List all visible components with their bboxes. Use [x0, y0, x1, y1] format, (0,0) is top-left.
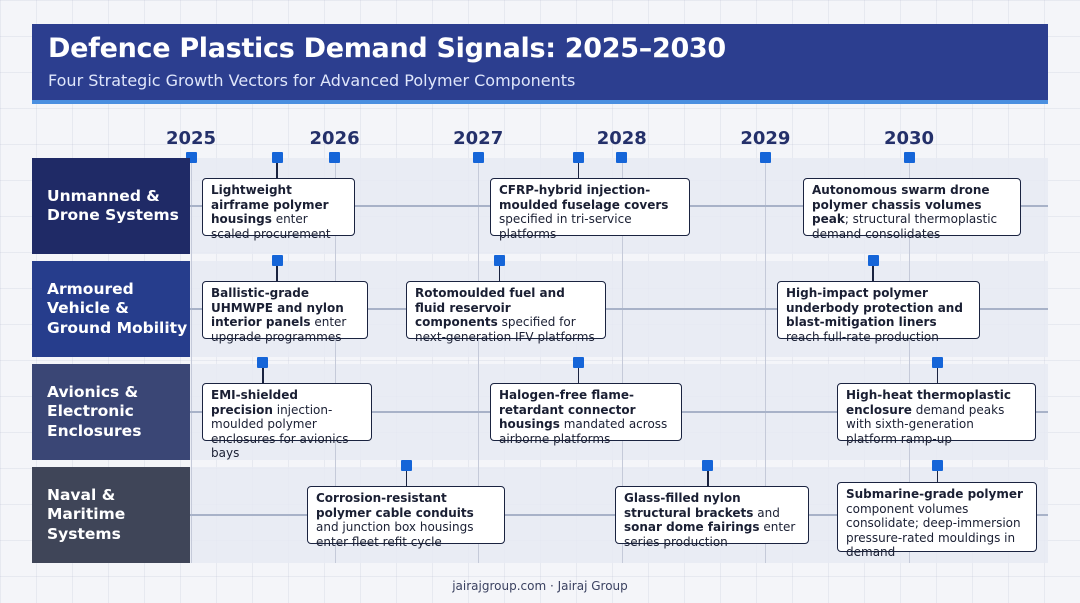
- header-banner: Defence Plastics Demand Signals: 2025–20…: [32, 24, 1048, 104]
- year-gridline: [334, 158, 336, 563]
- lane-label: Avionics & Electronic Enclosures: [32, 364, 190, 460]
- event-connector: [276, 260, 278, 281]
- event-card: High-heat thermoplastic enclosure demand…: [837, 383, 1036, 446]
- year-marker: [616, 152, 628, 163]
- event-detail-text: specified for next-generation IFV platfo…: [415, 315, 595, 344]
- year-marker: [472, 152, 484, 163]
- lane-label: Armoured Vehicle & Ground Mobility: [32, 261, 190, 357]
- year-marker: [903, 152, 915, 163]
- event-marker: [494, 255, 506, 266]
- event-detail-text: enter series production: [624, 520, 796, 549]
- event-connector: [707, 465, 709, 486]
- event-highlight-text: Rotomoulded fuel and fluid reservoir com…: [415, 286, 565, 329]
- event-marker: [257, 357, 269, 368]
- event-card: Lightweight airframe polymer housings en…: [202, 178, 355, 241]
- event-card: CFRP-hybrid injection-moulded fuselage c…: [490, 178, 690, 241]
- year-gridline: [909, 158, 910, 563]
- lane-label-text: Avionics & Electronic Enclosures: [47, 382, 142, 440]
- event-connector: [936, 465, 939, 482]
- year-marker: [759, 152, 771, 163]
- event-highlight-text: CFRP-hybrid injection-moulded fuselage c…: [499, 183, 669, 212]
- event-card: Corrosion-resistant polymer cable condui…: [307, 486, 505, 549]
- event-detail-text: mandated across airborne platforms: [499, 417, 668, 446]
- event-detail-text: ; structural thermoplastic demand consol…: [812, 212, 998, 241]
- event-detail-text: enter scaled procurement: [211, 212, 331, 241]
- year-label-2029: 2029: [740, 128, 791, 149]
- event-card: High-impact polymer underbody protection…: [777, 281, 980, 344]
- event-connector: [577, 157, 580, 178]
- year-label-2027: 2027: [453, 128, 504, 149]
- event-card: Submarine-grade polymer component volume…: [837, 482, 1037, 559]
- event-detail-text: and: [753, 505, 780, 520]
- footer-credit: jairajgroup.com · Jairaj Group: [452, 579, 628, 593]
- event-highlight-text: EMI-shielded precision: [211, 388, 298, 417]
- year-marker: [329, 152, 341, 163]
- event-highlight-text: Lightweight airframe polymer housings: [211, 183, 329, 226]
- event-connector: [498, 260, 501, 281]
- event-card: Ballistic-grade UHMWPE and nylon interio…: [202, 281, 368, 344]
- event-connector: [936, 362, 939, 383]
- event-highlight-text: Glass-filled nylon structural brackets: [624, 491, 754, 520]
- event-highlight-text: Submarine-grade polymer: [846, 487, 1023, 501]
- lane-label: Unmanned & Drone Systems: [32, 158, 190, 254]
- event-card: Halogen-free flame-retardant connector h…: [490, 383, 682, 446]
- event-detail-text: reach full-rate production: [786, 329, 939, 344]
- page-title: Defence Plastics Demand Signals: 2025–20…: [48, 33, 726, 64]
- event-highlight-text: High-heat thermoplastic enclosure: [846, 388, 1011, 417]
- event-marker: [932, 460, 944, 471]
- event-marker: [573, 357, 585, 368]
- event-detail-text: specified in tri-service platforms: [499, 212, 632, 241]
- year-label-2026: 2026: [309, 128, 360, 149]
- event-card: Glass-filled nylon structural brackets a…: [615, 486, 809, 549]
- lane-track-line: [190, 308, 1048, 310]
- event-highlight-text: Ballistic-grade UHMWPE and nylon interio…: [211, 286, 344, 329]
- event-marker: [932, 357, 944, 368]
- year-label-2030: 2030: [883, 128, 935, 149]
- lane-label-text: Naval & Maritime Systems: [47, 485, 126, 543]
- lane-label-text: Unmanned & Drone Systems: [47, 186, 179, 225]
- year-marker: [185, 152, 197, 163]
- event-marker: [702, 460, 714, 471]
- event-connector: [577, 362, 580, 383]
- event-marker: [271, 152, 283, 163]
- event-highlight-text: Halogen-free flame-retardant connector h…: [499, 388, 636, 431]
- page-subtitle: Four Strategic Growth Vectors for Advanc…: [48, 71, 576, 90]
- event-detail-text: and junction box housings enter fleet re…: [316, 520, 474, 549]
- event-card: Rotomoulded fuel and fluid reservoir com…: [406, 281, 606, 344]
- lane-label-text: Armoured Vehicle & Ground Mobility: [47, 279, 188, 337]
- event-connector: [872, 260, 874, 281]
- event-highlight-text: Corrosion-resistant polymer cable condui…: [316, 491, 474, 520]
- event-marker: [867, 255, 879, 266]
- event-connector: [276, 157, 278, 178]
- year-gridline: [765, 158, 767, 563]
- event-marker: [400, 460, 412, 471]
- event-card: EMI-shielded precision injection-moulded…: [202, 383, 372, 460]
- year-gridline: [191, 158, 192, 563]
- event-connector: [405, 465, 408, 486]
- event-marker: [271, 255, 283, 266]
- year-label-2028: 2028: [596, 128, 647, 149]
- event-card: Autonomous swarm drone polymer chassis v…: [803, 178, 1021, 241]
- event-detail-text: component volumes consolidate; deep-imme…: [846, 501, 1021, 560]
- event-detail-text: enter upgrade programmes: [211, 315, 347, 344]
- lane-label: Naval & Maritime Systems: [32, 467, 190, 563]
- event-connector: [262, 362, 264, 383]
- year-gridline: [621, 158, 623, 563]
- year-gridline: [478, 158, 480, 563]
- event-highlight-text: High-impact polymer underbody protection…: [786, 286, 963, 329]
- event-detail-text: injection-moulded polymer enclosures for…: [211, 402, 349, 461]
- event-highlight-text: sonar dome fairings: [624, 520, 760, 534]
- year-label-2025: 2025: [165, 128, 217, 149]
- event-marker: [573, 152, 585, 163]
- event-detail-text: demand peaks with sixth-generation platf…: [846, 402, 1005, 446]
- event-highlight-text: Autonomous swarm drone polymer chassis v…: [812, 183, 990, 226]
